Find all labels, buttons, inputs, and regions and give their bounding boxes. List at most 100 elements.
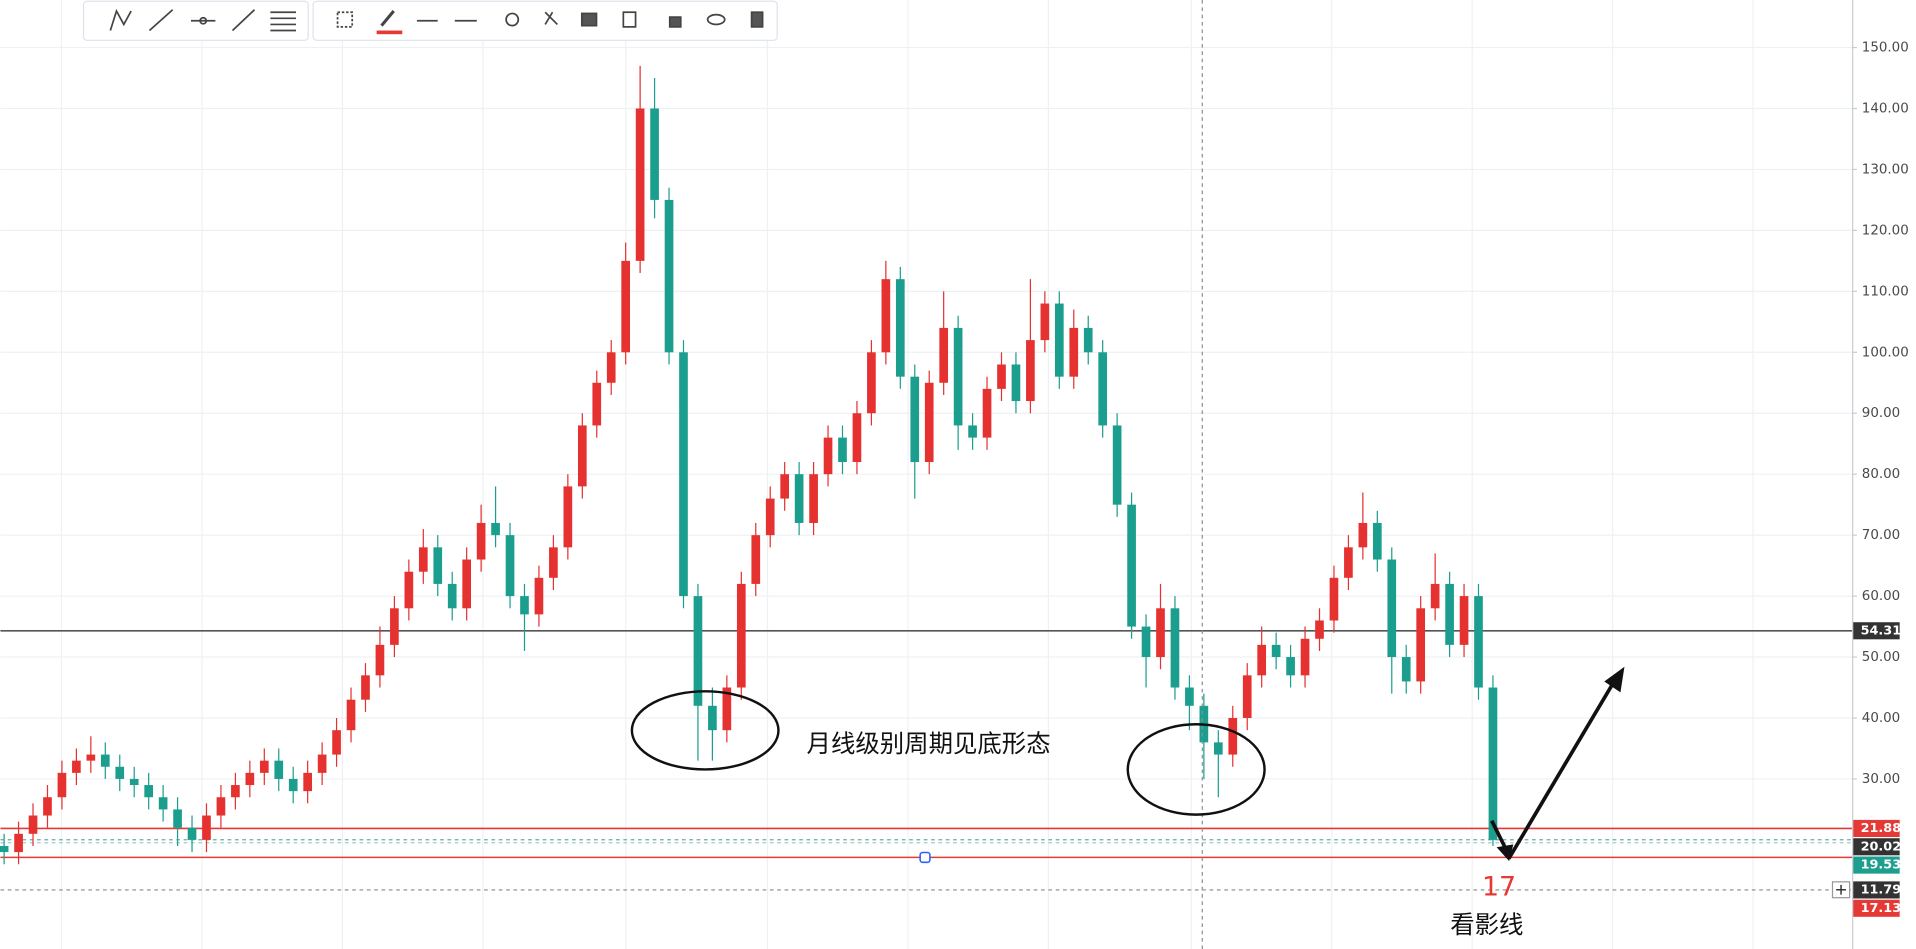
candle-body [650, 108, 659, 200]
candle-body [129, 778, 139, 786]
candle-body [1257, 644, 1267, 676]
candle-body [1488, 687, 1498, 840]
candle-body [1445, 583, 1454, 645]
color-swatch[interactable] [376, 30, 403, 35]
candle-body [100, 754, 110, 767]
candle-body [520, 596, 529, 615]
candle-body [202, 815, 211, 840]
tool-icon[interactable] [199, 16, 208, 25]
candle-body [245, 772, 255, 786]
tool-icon[interactable] [544, 11, 558, 26]
tool-icon[interactable] [336, 11, 354, 28]
candle-body [838, 437, 847, 463]
price-tag-label: 21.88 [1861, 821, 1902, 836]
candle-body [1040, 303, 1050, 341]
candle-body [1329, 577, 1339, 621]
y-tick-label: 70.00 [1862, 528, 1900, 543]
candle-body [1459, 596, 1469, 645]
candle-body [418, 547, 428, 572]
annotation-text: 月线级别周期见底形态 [807, 729, 1051, 758]
candle-body [577, 425, 587, 487]
tool-icon[interactable] [668, 16, 682, 28]
toolbar-group [312, 0, 778, 41]
candle-body [997, 364, 1006, 389]
annotation-text: 看影线 [1450, 910, 1523, 939]
add-icon [1836, 884, 1846, 895]
price-tag [1853, 838, 1900, 856]
price-tag [1853, 819, 1900, 837]
candle-body [1011, 364, 1021, 402]
tool-icon[interactable] [270, 11, 297, 32]
arrow [1490, 666, 1625, 862]
candle-body [1372, 522, 1382, 560]
tool-icon[interactable] [380, 10, 395, 27]
candle-body [0, 845, 9, 853]
candle-body [1083, 327, 1093, 353]
toolbar [82, 0, 778, 41]
price-tag [1853, 622, 1900, 640]
candle-body [1474, 596, 1483, 688]
tool-icon[interactable] [148, 9, 174, 32]
price-tag [1853, 899, 1900, 917]
candle-body [693, 596, 703, 706]
candle-body [606, 352, 616, 383]
annotation-text: 17 [1482, 871, 1516, 902]
candle-body [28, 815, 38, 834]
candle-body [549, 547, 558, 578]
candle-body [852, 413, 862, 463]
candle-body [505, 535, 515, 597]
tool-icon[interactable] [231, 9, 256, 32]
candle-body [57, 772, 67, 798]
price-tags: 54.31 21.88 20.02 19.53 11.79 17.13 [1853, 622, 1901, 917]
candle-body [375, 644, 385, 676]
candle-body [1141, 626, 1151, 658]
candle-body [303, 772, 313, 792]
candle-body [1315, 620, 1324, 639]
horizontal-grid: 30.00 40.00 50.00 60.00 70.00 80.00 90.00 100.0… [0, 41, 1909, 787]
candle-body [346, 699, 356, 731]
y-tick-label: 130.00 [1862, 162, 1909, 177]
tool-icon[interactable] [622, 11, 637, 28]
candle-body [361, 675, 370, 700]
candle-body [679, 352, 688, 597]
tool-icon[interactable] [505, 12, 520, 27]
candle-body [534, 577, 544, 615]
candle-body [1098, 352, 1108, 426]
candle-body [751, 535, 761, 584]
tool-icon[interactable] [706, 13, 726, 26]
candle-body [1112, 425, 1122, 505]
drawing-handle[interactable] [919, 851, 931, 864]
candle-body [1401, 657, 1411, 682]
candle-body [722, 687, 732, 731]
y-tick-label: 30.00 [1862, 772, 1900, 787]
candle-body [621, 260, 631, 353]
candle-body [144, 785, 153, 798]
candle-body [332, 730, 341, 755]
candle-body [708, 705, 717, 731]
price-tag-label: 54.31 [1861, 623, 1902, 638]
candle-body [809, 474, 818, 523]
candle-body [1185, 687, 1194, 706]
candle-body [86, 754, 96, 761]
candle-body [115, 766, 125, 779]
candle-body [968, 425, 977, 438]
candle-body [592, 382, 602, 426]
tool-icon[interactable] [580, 12, 598, 27]
candle-body [447, 583, 457, 609]
y-tick-label: 120.00 [1862, 223, 1909, 238]
candle-body [288, 778, 298, 792]
candle-body [216, 797, 226, 816]
price-tag-label: 20.02 [1861, 839, 1902, 854]
y-tick-label: 90.00 [1862, 406, 1900, 421]
circle-annotation [1126, 723, 1266, 816]
candle-body [794, 474, 804, 523]
price-tag-label: 19.53 [1861, 858, 1902, 873]
candle-body [910, 376, 920, 463]
tool-icon[interactable] [750, 11, 764, 28]
candle-body [982, 388, 992, 438]
tool-icon[interactable] [109, 8, 132, 31]
price-tag [1853, 856, 1900, 874]
candle-body [1069, 327, 1079, 377]
